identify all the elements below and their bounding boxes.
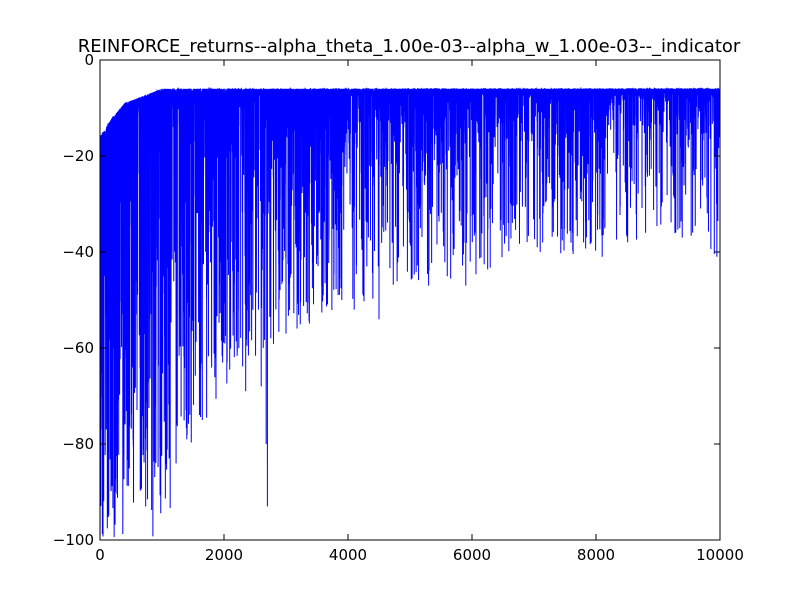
- y-tick-label: 0: [84, 51, 94, 69]
- y-tick-label: −20: [62, 147, 94, 165]
- plot-area: [100, 86, 720, 538]
- y-tick-label: −40: [62, 243, 94, 261]
- series-line: [100, 86, 720, 538]
- x-tick-label: 6000: [453, 546, 491, 564]
- x-tick-label: 0: [95, 546, 105, 564]
- y-tick-label: −100: [53, 531, 94, 549]
- chart-title: REINFORCE_returns--alpha_theta_1.00e-03-…: [78, 36, 741, 57]
- x-tick-label: 2000: [205, 546, 243, 564]
- x-tick-label: 4000: [329, 546, 367, 564]
- x-tick-label: 8000: [577, 546, 615, 564]
- y-tick-label: −60: [62, 339, 94, 357]
- axes-frame: [99, 59, 721, 541]
- y-tick-label: −80: [62, 435, 94, 453]
- axes: 0 2000 4000 6000 8000 10000 0 −20 −40 −60 −80 −100: [53, 51, 744, 564]
- x-tick-label: 10000: [696, 546, 744, 564]
